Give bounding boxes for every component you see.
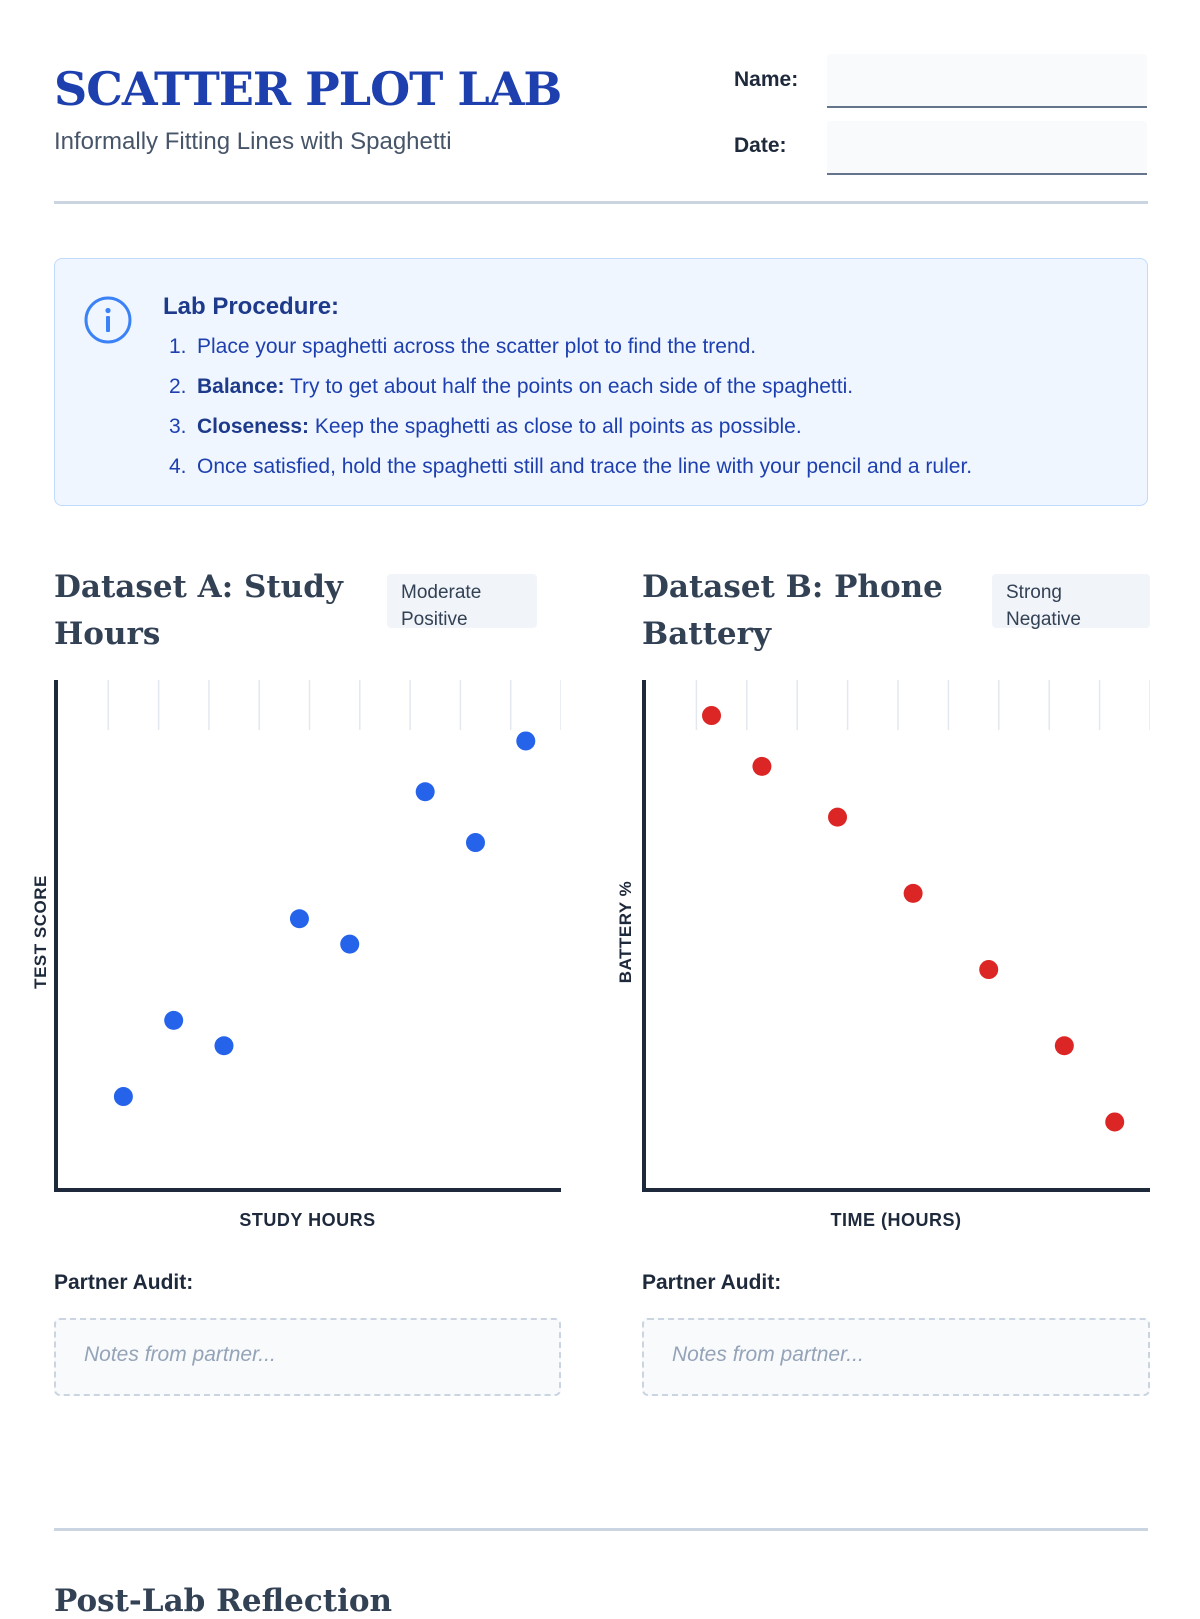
data-point [214, 1036, 234, 1056]
data-point [415, 782, 435, 802]
header-divider [54, 201, 1148, 204]
procedure-title: Lab Procedure: [163, 293, 340, 320]
data-point [903, 883, 923, 903]
dataset-a-audit-label: Partner Audit: [54, 1271, 194, 1294]
name-label: Name: [734, 68, 799, 91]
page-title: SCATTER PLOT LAB [54, 62, 562, 116]
dataset-a-correlation-badge: Moderate Positive [387, 574, 537, 630]
data-point [752, 756, 772, 776]
procedure-box: Lab Procedure: 1. Place your spaghetti ac… [54, 258, 1148, 506]
data-point [465, 833, 485, 853]
info-icon [84, 296, 132, 344]
data-point [1054, 1036, 1074, 1056]
dataset-a-audit-notes[interactable]: Notes from partner... [54, 1318, 561, 1396]
dataset-a-x-axis-label: STUDY HOURS [239, 1210, 376, 1230]
dataset-b-scatter-chart [642, 680, 1150, 1192]
section-divider [54, 1528, 1148, 1531]
procedure-step: 4. Once satisfied, hold the spaghetti sti… [169, 455, 973, 478]
data-point [702, 706, 722, 726]
dataset-b-audit-label: Partner Audit: [642, 1271, 782, 1294]
procedure-step: 2. Balance: Try to get about half the poi… [169, 375, 854, 398]
dataset-b-title: Dataset B: Phone Battery [642, 569, 943, 652]
dataset-a-title: Dataset A: Study Hours [54, 569, 343, 652]
data-point [979, 960, 999, 980]
data-point [828, 807, 848, 827]
data-point [113, 1087, 133, 1107]
dataset-a-scatter-chart [54, 680, 561, 1192]
data-point [289, 909, 309, 929]
procedure-steps: 1. Place your spaghetti across the scatte… [169, 327, 973, 487]
name-field[interactable] [827, 54, 1147, 108]
dataset-b-correlation-badge: Strong Negative [992, 574, 1150, 630]
dataset-b-audit-notes[interactable]: Notes from partner... [642, 1318, 1150, 1396]
date-field[interactable] [827, 121, 1147, 175]
page-subtitle: Informally Fitting Lines with Spaghetti [54, 128, 452, 155]
procedure-step: 3. Closeness: Keep the spaghetti as close… [169, 415, 802, 438]
date-label: Date: [734, 134, 787, 157]
data-point [516, 731, 536, 751]
dataset-b-x-axis-label: TIME (HOURS) [830, 1210, 962, 1230]
data-point [340, 934, 360, 954]
data-point [164, 1010, 184, 1030]
procedure-step: 1. Place your spaghetti across the scatte… [169, 335, 757, 358]
data-point [1105, 1112, 1125, 1132]
reflection-title: Post-Lab Reflection [54, 1583, 393, 1619]
